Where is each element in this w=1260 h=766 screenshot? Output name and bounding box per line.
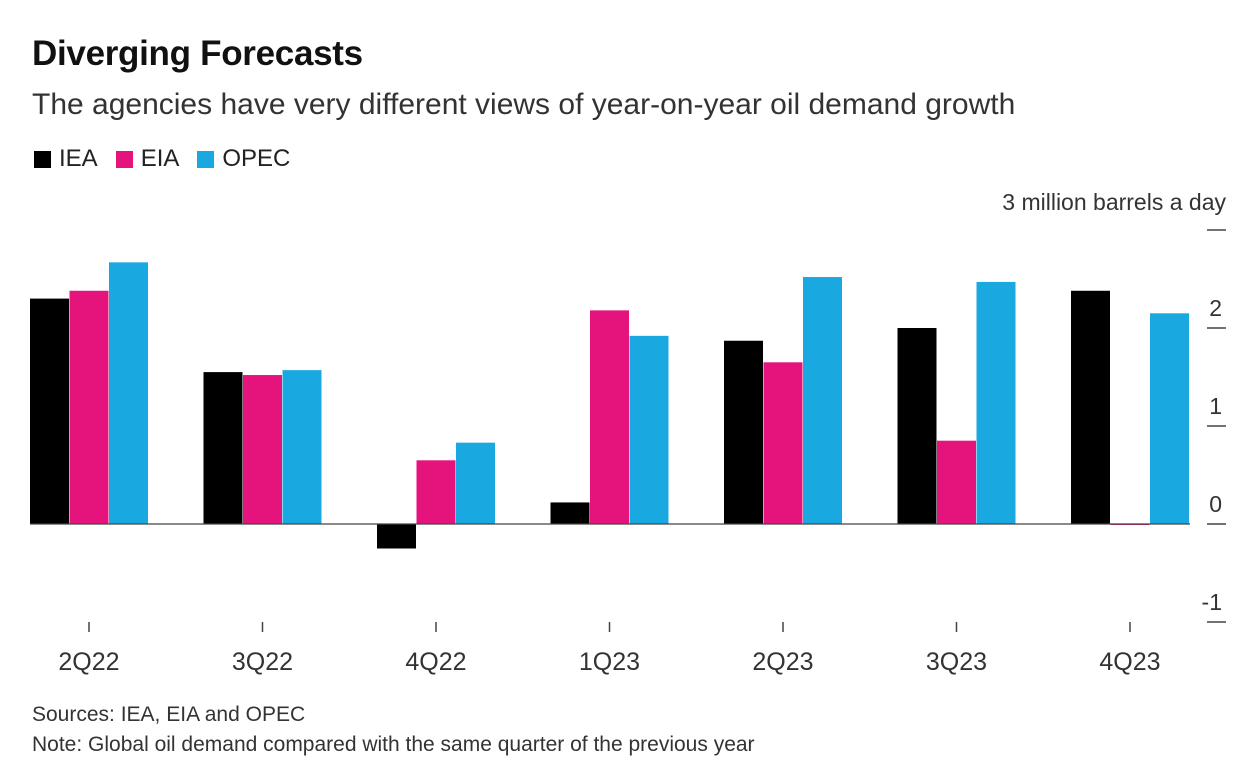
legend: IEA EIA OPEC — [34, 145, 290, 173]
bar-opec-2q22 — [109, 262, 148, 524]
bar-eia-1q23 — [590, 310, 629, 524]
bar-opec-4q22 — [456, 442, 495, 524]
x-axis: 2Q22 3Q22 4Q22 1Q23 2Q23 3Q23 4Q23 — [58, 622, 1161, 676]
legend-item-opec: OPEC — [197, 145, 290, 173]
legend-item-eia: EIA — [115, 145, 180, 173]
bar-opec-3q22 — [282, 370, 322, 524]
y-axis: -1 0 1 2 — [1202, 229, 1226, 623]
legend-swatch-iea — [34, 150, 51, 168]
bar-iea-2q22 — [30, 298, 69, 524]
note-text: Note: Global oil demand compared with th… — [32, 733, 755, 756]
legend-item-iea: IEA — [34, 145, 98, 173]
x-tick-label: 2Q23 — [752, 648, 813, 676]
legend-swatch-eia — [115, 150, 133, 168]
bar-eia-3q23 — [937, 440, 976, 524]
y-tick-label: 1 — [1209, 393, 1222, 419]
bar-iea-3q22 — [203, 372, 243, 524]
legend-label-iea: IEA — [59, 145, 98, 172]
chart-title: Diverging Forecasts — [32, 34, 363, 73]
bar-iea-2q23 — [724, 340, 763, 524]
bar-opec-2q23 — [803, 277, 842, 524]
bars-group — [30, 262, 1189, 549]
x-tick-label: 4Q23 — [1099, 648, 1160, 676]
y-tick-label: 0 — [1209, 491, 1222, 517]
bar-iea-4q22 — [377, 524, 416, 549]
y-axis-unit-label: 3 million barrels a day — [1002, 189, 1226, 215]
bar-iea-3q23 — [897, 328, 937, 524]
bar-opec-1q23 — [629, 335, 669, 524]
sources-text: Sources: IEA, EIA and OPEC — [32, 703, 306, 726]
y-tick-label: 2 — [1209, 295, 1222, 321]
x-tick-label: 1Q23 — [579, 648, 640, 676]
legend-label-eia: EIA — [140, 145, 180, 172]
x-tick-label: 3Q23 — [926, 648, 987, 676]
bar-iea-1q23 — [550, 502, 590, 524]
y-tick-label: -1 — [1202, 589, 1222, 615]
legend-label-opec: OPEC — [222, 145, 291, 172]
chart-subtitle: The agencies have very different views o… — [32, 88, 1016, 121]
bar-eia-2q23 — [763, 362, 803, 524]
x-tick-label: 2Q22 — [58, 648, 119, 676]
bar-opec-4q23 — [1150, 313, 1189, 524]
bar-eia-2q22 — [69, 290, 109, 524]
x-tick-label: 3Q22 — [232, 648, 293, 676]
bar-opec-3q23 — [976, 281, 1016, 524]
bar-iea-4q23 — [1071, 290, 1110, 524]
bar-eia-3q22 — [243, 375, 282, 524]
legend-swatch-opec — [197, 150, 215, 168]
x-tick-label: 4Q22 — [405, 648, 466, 676]
bar-eia-4q22 — [416, 460, 456, 524]
